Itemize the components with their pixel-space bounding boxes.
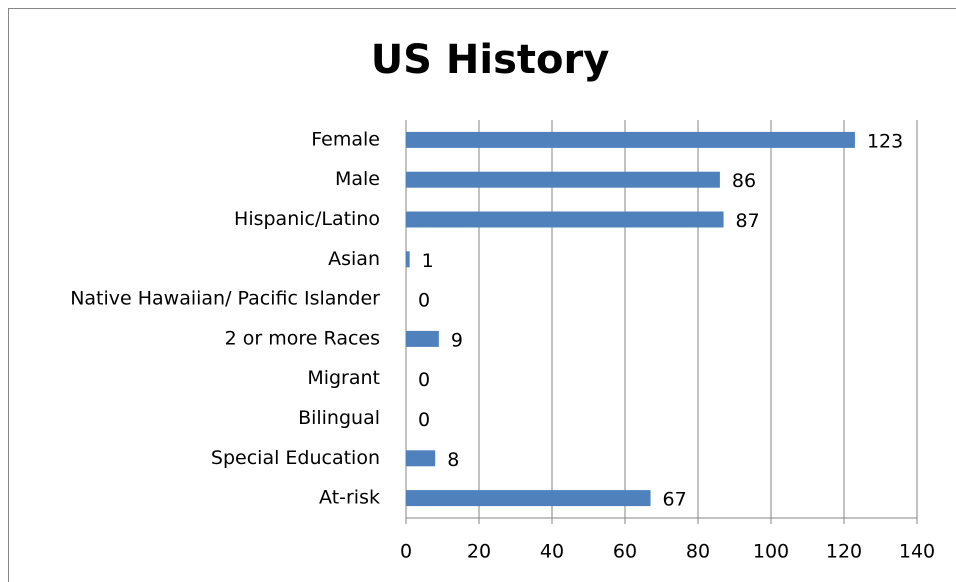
bar bbox=[406, 131, 855, 148]
data-label: 1 bbox=[422, 250, 434, 272]
y-tick-label: Asian bbox=[328, 248, 380, 270]
data-label: 86 bbox=[732, 170, 756, 192]
data-label: 67 bbox=[663, 489, 687, 511]
y-tick-label: Native Hawaiian/ Pacific Islander bbox=[70, 288, 380, 310]
x-tick-label: 60 bbox=[613, 541, 637, 563]
y-tick-label: Migrant bbox=[307, 367, 380, 389]
x-tick-label: 80 bbox=[686, 541, 710, 563]
x-tick-label: 120 bbox=[826, 541, 862, 563]
x-tick-label: 0 bbox=[400, 541, 412, 563]
data-label: 87 bbox=[736, 210, 760, 232]
x-tick-label: 40 bbox=[540, 541, 564, 563]
data-label: 9 bbox=[451, 329, 463, 351]
data-label: 8 bbox=[447, 449, 459, 471]
data-label: 0 bbox=[418, 290, 430, 312]
bar bbox=[406, 171, 720, 188]
x-tick-label: 100 bbox=[753, 541, 789, 563]
y-tick-label: Female bbox=[311, 128, 380, 150]
y-tick-label: Special Education bbox=[211, 447, 380, 469]
data-label: 0 bbox=[418, 409, 430, 431]
data-label: 123 bbox=[867, 130, 903, 152]
x-tick-label: 20 bbox=[467, 541, 491, 563]
y-tick-label: Male bbox=[335, 168, 380, 190]
data-label: 0 bbox=[418, 369, 430, 391]
bar bbox=[406, 330, 439, 347]
x-tick-label: 140 bbox=[899, 541, 935, 563]
bar bbox=[406, 490, 651, 507]
y-tick-label: At-risk bbox=[319, 487, 380, 509]
chart-border bbox=[8, 8, 956, 582]
chart-title: US History bbox=[371, 37, 610, 83]
bar bbox=[406, 450, 436, 467]
bar bbox=[406, 211, 724, 228]
y-tick-label: 2 or more Races bbox=[225, 327, 380, 349]
y-tick-label: Hispanic/Latino bbox=[234, 208, 380, 230]
y-tick-label: Bilingual bbox=[298, 407, 380, 429]
bar bbox=[406, 251, 410, 268]
